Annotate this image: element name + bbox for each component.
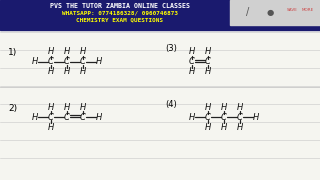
Text: (3): (3) — [165, 44, 177, 53]
Text: H: H — [96, 57, 102, 66]
Text: H: H — [48, 48, 54, 57]
Text: H: H — [96, 112, 102, 122]
Text: C: C — [64, 57, 70, 66]
Text: /: / — [246, 7, 250, 17]
Text: H: H — [48, 123, 54, 132]
Text: H: H — [221, 102, 227, 111]
Bar — [0, 0, 320, 30]
Text: C: C — [48, 112, 54, 122]
Text: 2): 2) — [8, 103, 17, 112]
Text: WHATSAPP: 0774186328/ 0960746873: WHATSAPP: 0774186328/ 0960746873 — [62, 10, 178, 15]
Text: H: H — [205, 48, 211, 57]
Text: H: H — [221, 123, 227, 132]
Text: H: H — [48, 68, 54, 76]
Text: H: H — [64, 48, 70, 57]
Text: CHEMISTRY EXAM QUESTIONS: CHEMISTRY EXAM QUESTIONS — [76, 17, 164, 22]
Text: C: C — [80, 57, 86, 66]
Text: H: H — [205, 102, 211, 111]
Text: H: H — [253, 112, 259, 122]
Text: C: C — [80, 112, 86, 122]
Text: H: H — [205, 123, 211, 132]
Text: H: H — [189, 68, 195, 76]
Text: 1): 1) — [8, 48, 17, 57]
Text: H: H — [189, 48, 195, 57]
Text: H: H — [32, 57, 38, 66]
Text: H: H — [80, 68, 86, 76]
Text: C: C — [221, 112, 227, 122]
Text: H: H — [80, 48, 86, 57]
Text: H: H — [189, 112, 195, 122]
Text: ●: ● — [266, 8, 274, 17]
Text: C: C — [64, 112, 70, 122]
Bar — [230, 0, 320, 25]
Text: C: C — [48, 57, 54, 66]
Text: C: C — [205, 112, 211, 122]
Text: H: H — [80, 102, 86, 111]
Text: C: C — [189, 57, 195, 66]
Text: SAVE: SAVE — [287, 8, 297, 12]
Text: H: H — [237, 102, 243, 111]
Text: H: H — [64, 68, 70, 76]
Text: H: H — [237, 123, 243, 132]
Text: H: H — [205, 68, 211, 76]
Text: C: C — [205, 57, 211, 66]
Text: H: H — [64, 102, 70, 111]
Text: (4): (4) — [165, 100, 177, 109]
Text: MORE: MORE — [302, 8, 314, 12]
Text: C: C — [237, 112, 243, 122]
Text: PVS THE TUTOR ZAMBIA ONLINE CLASSES: PVS THE TUTOR ZAMBIA ONLINE CLASSES — [50, 3, 190, 9]
Text: H: H — [48, 102, 54, 111]
Text: H: H — [32, 112, 38, 122]
